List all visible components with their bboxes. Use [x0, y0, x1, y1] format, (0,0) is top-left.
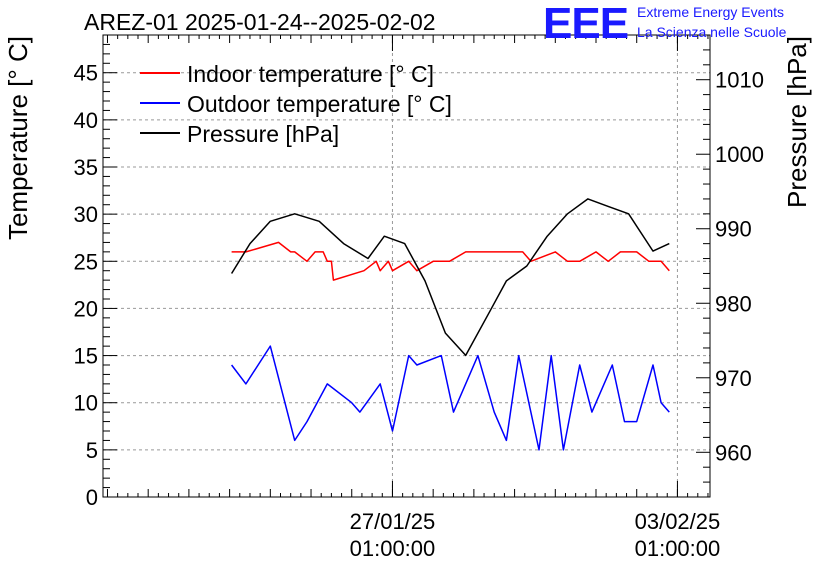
y-tick-label: 30	[74, 202, 98, 227]
y2-tick-label: 970	[715, 366, 752, 391]
legend-label-1: Outdoor temperature [° C]	[187, 91, 452, 117]
y2-axis-label: Pressure [hPa]	[782, 36, 812, 208]
eee-logo: EEE	[543, 0, 629, 44]
x-tick-label-time: 01:00:00	[350, 536, 436, 561]
y-tick-label: 5	[86, 438, 98, 463]
y-tick-label: 0	[86, 485, 98, 510]
legend-label-0: Indoor temperature [° C]	[187, 61, 434, 87]
y2-tick-label: 1000	[715, 142, 764, 167]
svg-text:EEE: EEE	[543, 0, 628, 44]
legend-label-2: Pressure [hPa]	[187, 121, 339, 147]
y-tick-label: 15	[74, 344, 98, 369]
axes: 0 5 10 15 20 25 30 35 40 45 960 970 980 990 1000 1010 27…	[3, 34, 812, 561]
series-line-0	[231, 241, 670, 281]
y-axis-label: Temperature [° C]	[3, 36, 33, 240]
logo-line-1: Extreme Energy Events	[637, 4, 785, 20]
y2-tick-label: 1010	[715, 68, 764, 93]
plot-frame	[102, 34, 711, 498]
y2-tick-label: 980	[715, 291, 752, 316]
y-tick-label: 20	[74, 296, 98, 321]
legend: Indoor temperature [° C] Outdoor temperat…	[140, 61, 452, 147]
y-tick-label: 25	[74, 249, 98, 274]
series-layer	[230, 198, 670, 451]
y2-tick-label: 960	[715, 440, 752, 465]
grid	[103, 35, 710, 497]
y-tick-label: 45	[74, 61, 98, 86]
x-tick-label-time: 01:00:00	[635, 536, 721, 561]
x-tick-label-date: 27/01/25	[350, 509, 436, 534]
y-tick-label: 35	[74, 155, 98, 180]
series-line-1	[231, 345, 670, 451]
chart-title: AREZ-01 2025-01-24--2025-02-02	[84, 9, 436, 35]
series-line-2	[230, 198, 670, 357]
y-tick-label: 10	[74, 391, 98, 416]
logo-line-2: La Scienza nelle Scuole	[637, 24, 787, 40]
x-tick-label-date: 03/02/25	[635, 509, 721, 534]
y2-tick-label: 990	[715, 217, 752, 242]
y-tick-label: 40	[74, 108, 98, 133]
